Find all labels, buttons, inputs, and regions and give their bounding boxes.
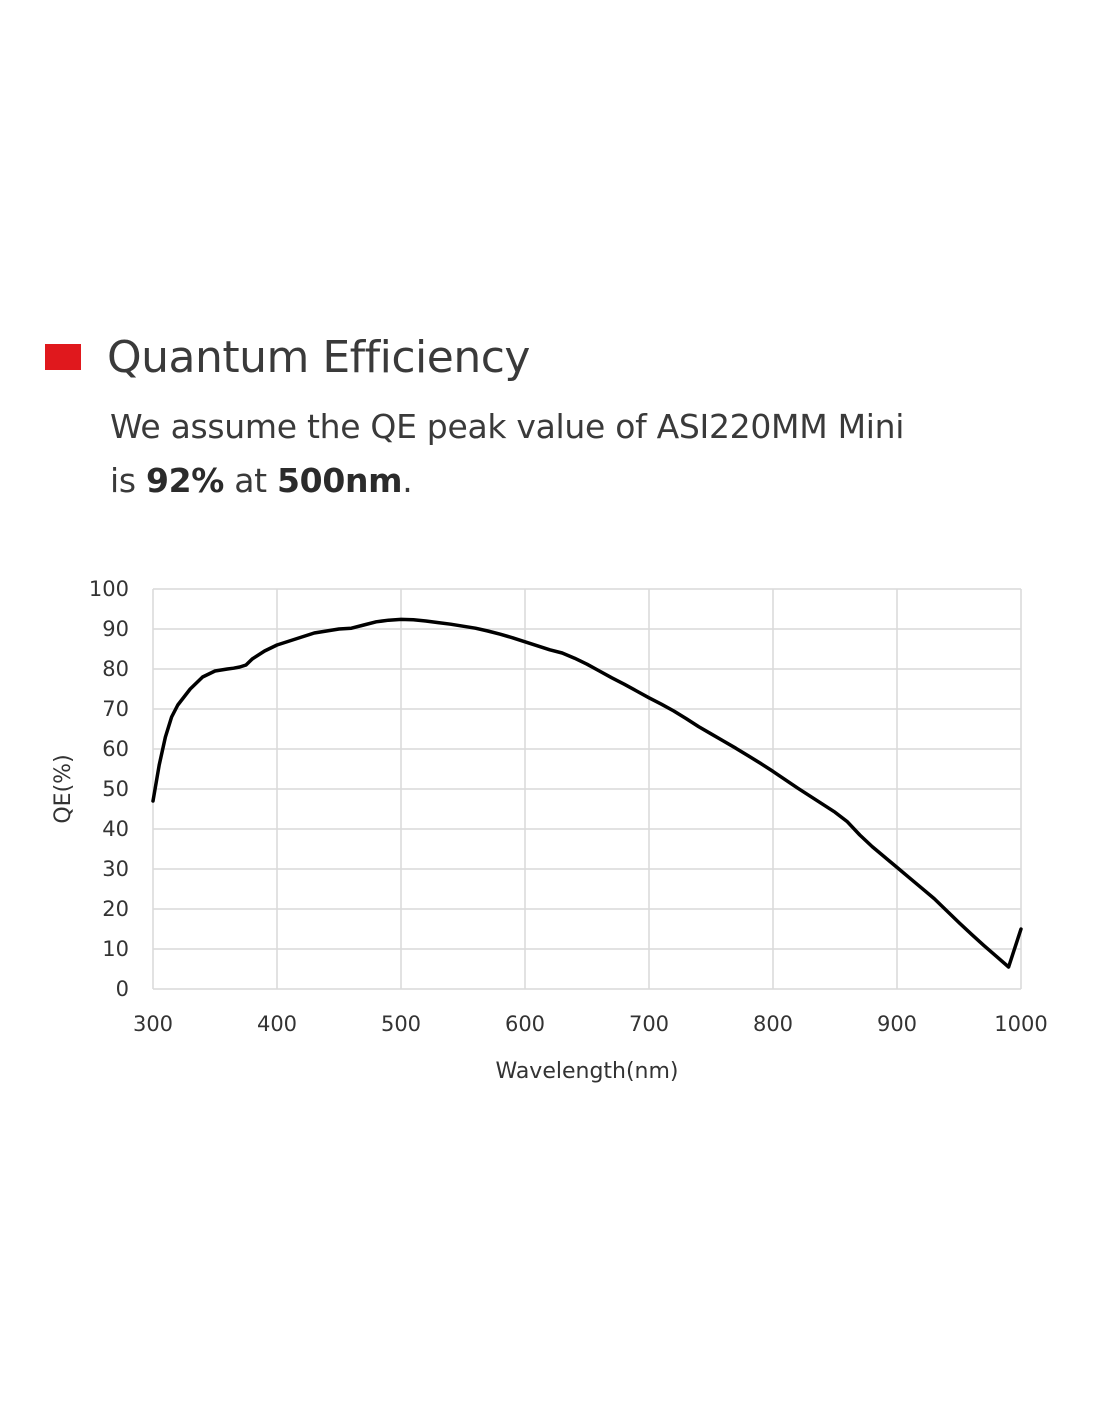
y-tick-label: 40 [102,817,129,841]
x-tick-label: 700 [629,1012,669,1036]
y-tick-label: 30 [102,857,129,881]
peak-wavelength: 500nm [277,461,403,500]
description-line-2: is 92% at 500nm. [110,454,1010,508]
x-tick-label: 500 [381,1012,421,1036]
x-tick-label: 400 [257,1012,297,1036]
peak-value: 92% [145,461,225,500]
description-line-1: We assume the QE peak value of ASI220MM … [110,407,905,446]
x-tick-label: 600 [505,1012,545,1036]
y-axis-title: QE(%) [51,754,76,823]
y-tick-label: 70 [102,697,129,721]
y-tick-label: 90 [102,617,129,641]
qe-series-line [151,617,1023,969]
description-prefix: is [110,461,146,500]
x-tick-label: 1000 [994,1012,1047,1036]
y-tick-label: 60 [102,737,129,761]
chart-series [151,617,1023,969]
x-tick-label: 300 [133,1012,173,1036]
y-tick-label: 80 [102,657,129,681]
y-tick-label: 20 [102,897,129,921]
section-header: Quantum Efficiency [45,325,530,389]
y-tick-label: 100 [89,577,129,601]
qe-description: We assume the QE peak value of ASI220MM … [110,400,1010,508]
x-tick-label: 800 [753,1012,793,1036]
section-title: Quantum Efficiency [107,331,530,383]
chart-ticks: 0 10 20 30 40 50 60 70 80 90 100 300 400 500 600 700 800… [89,577,1048,1036]
chart-grid [152,588,1022,990]
y-tick-label: 0 [116,977,129,1001]
y-tick-label: 10 [102,937,129,961]
x-tick-label: 900 [877,1012,917,1036]
description-suffix: . [402,461,413,500]
qe-chart: 0 10 20 30 40 50 60 70 80 90 100 300 400 500 600 700 800… [0,560,1100,1100]
description-middle: at [224,461,277,500]
accent-square-icon [45,344,81,370]
qe-chart-svg: 0 10 20 30 40 50 60 70 80 90 100 300 400 500 600 700 800… [51,577,1048,1084]
y-tick-label: 50 [102,777,129,801]
x-axis-title: Wavelength(nm) [495,1059,678,1084]
